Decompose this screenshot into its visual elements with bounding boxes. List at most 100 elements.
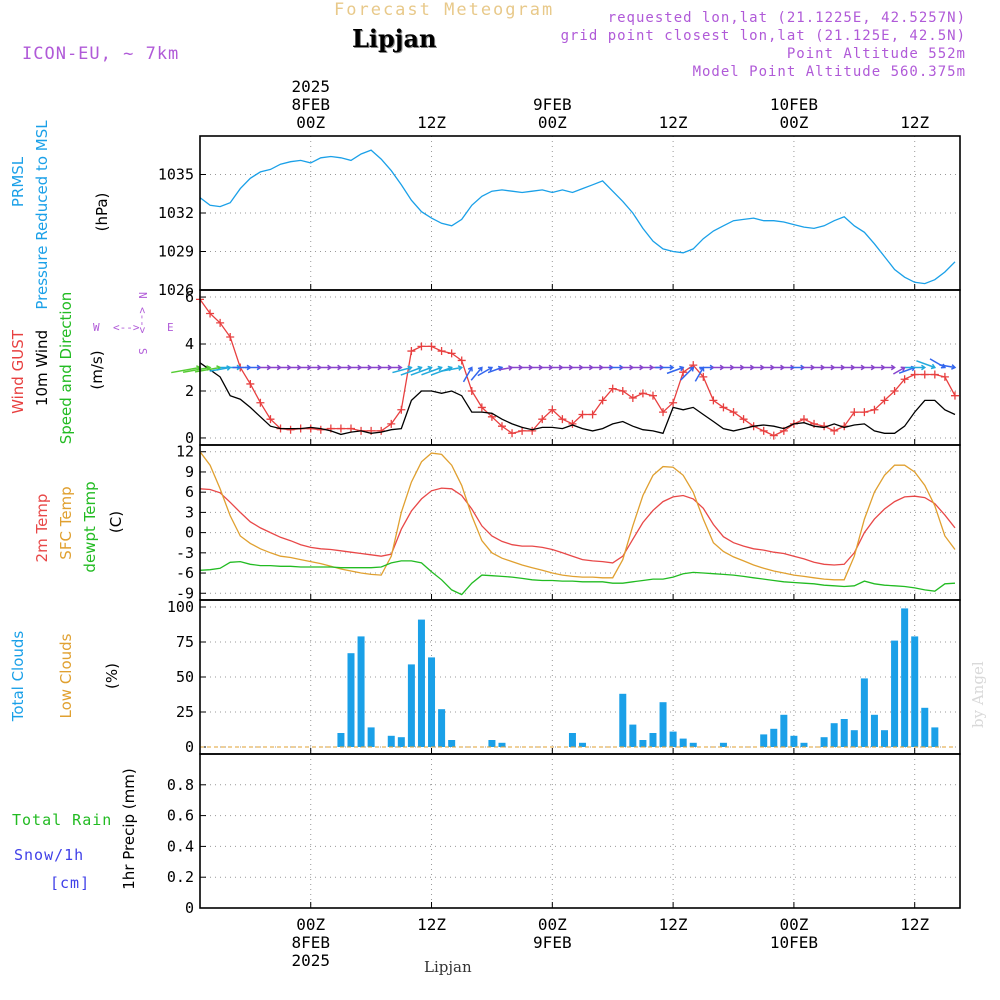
temp-unit-0: (C) [107,511,125,533]
compass-s: S [136,348,149,355]
ytick-label-1-0: 0 [185,429,194,447]
gust-point-26 [457,356,466,365]
wind-dir-71 [898,366,915,374]
gust-point-53 [729,408,738,417]
wind-dir-head-21 [407,365,413,372]
sfc-label-0: SFC Temp [57,486,75,559]
gust-point-56 [759,426,768,435]
wind-dir-head-75 [951,364,957,370]
model-label: ICON-EU, ~ 7km [22,44,180,64]
cloud-bar-73 [931,727,939,747]
compass-w: W [93,321,100,334]
cloud-bar-43 [629,724,637,747]
cloud-bar-19 [387,735,395,747]
gust-point-54 [739,415,748,424]
wind-dir-head-48 [679,365,685,372]
ytick-label-2-0: -9 [176,584,194,602]
ytick-label-1-3: 6 [185,288,194,306]
cloud-bar-21 [407,664,415,747]
gust-point-40 [598,396,607,405]
gust-point-1 [206,309,215,318]
wind-dir-head-24 [437,365,443,372]
wind-dir-2 [194,366,221,373]
cloud-bar-47 [669,731,677,747]
gust-point-33 [528,426,537,435]
point-altitude: Point Altitude 552m [786,46,966,62]
gust-point-70 [900,375,909,384]
cloud-bar-56 [760,734,768,747]
gust-point-6 [256,398,265,407]
pressure-line [199,149,956,285]
top-axis-label-2: 00Z [538,113,567,132]
gust-point-11 [306,424,315,433]
cloud-bar-20 [397,737,405,747]
bottom-axis-label-1: 12Z [417,915,446,934]
wind-dir-70 [893,366,906,375]
cloud-bar-44 [639,740,647,747]
bottom-axis-label-2: 00Z [538,915,567,934]
ytick-label-3-4: 100 [167,598,194,616]
cloud-bar-67 [870,714,878,747]
wind-dir-24 [421,366,442,376]
bottom-axis-label-0: 00Z [296,915,325,934]
pressure-unit-0: (hPa) [93,193,111,232]
gust-point-20 [397,405,406,414]
cloud-bar-60 [800,742,808,747]
cloud-bar-15 [347,653,355,747]
clouds-unit-0: (%) [103,663,121,689]
wind-dir-head-47 [669,364,675,371]
panel-frame-4 [199,753,961,909]
gust-point-9 [286,425,295,434]
gust-point-75 [950,391,959,400]
credit-watermark: by Angel [969,661,987,728]
wind-unit-0: (m/s) [88,350,106,389]
gust-point-44 [638,389,647,398]
ytick-label-4-0: 0 [185,899,194,917]
panel-4: 0 0.2 0.4 0.6 0.8 [167,753,961,917]
compass-we-arrow: <--> [113,321,140,334]
direction-label-0: Speed and Direction [57,292,75,445]
ytick-label-2-2: -3 [176,544,194,562]
gust-point-24 [437,347,446,356]
dewpt-line [199,560,956,596]
panel-2: -9 -6 -3 0 3 6 9 12 [176,443,961,602]
wind-dir-26 [441,366,462,372]
bottom-axis-label-3: 12Z [659,915,688,934]
gust-point-42 [618,386,627,395]
rain-label: Total Rain [12,811,112,829]
cloud-bar-63 [830,723,838,747]
ytick-label-0-3: 1035 [158,166,194,184]
snow-unit-label: [cm] [50,874,90,892]
gust-point-60 [799,415,808,424]
gust-point-37 [568,419,577,428]
wind-dir-75 [939,363,956,369]
pressure-label-b-0: Pressure Reduced to MSL [33,120,51,310]
wind-label-0: 10m Wind [33,330,51,406]
gust-point-71 [910,370,919,379]
cloud-bar-69 [891,640,899,747]
requested-coords: requested lon,lat (21.1225E, 42.5257N) [607,10,966,26]
cloud-bar-65 [850,730,858,747]
wind-dir-1 [182,366,211,373]
gust-point-22 [417,342,426,351]
gust-point-7 [266,415,275,424]
cloud-bar-42 [619,693,627,747]
ytick-label-2-4: 3 [185,503,194,521]
cloud-bar-37 [568,733,576,747]
snow-label: Snow/1h [14,846,84,864]
lowclouds-label-0: Low Clouds [57,633,75,718]
cloud-bar-59 [790,735,798,747]
wind-dir-73 [916,360,936,369]
gust-point-51 [709,396,718,405]
cloud-bar-29 [488,740,496,747]
cloud-bar-46 [659,702,667,747]
gust-point-27 [467,386,476,395]
cloud-bar-23 [428,657,436,747]
ytick-label-4-2: 0.4 [167,837,194,855]
compass-ns-arrow: <--> [136,307,149,334]
wind-dir-head-28 [477,366,483,372]
gust-point-5 [246,379,255,388]
gust-point-36 [558,415,567,424]
wind-dir-27 [462,367,473,383]
